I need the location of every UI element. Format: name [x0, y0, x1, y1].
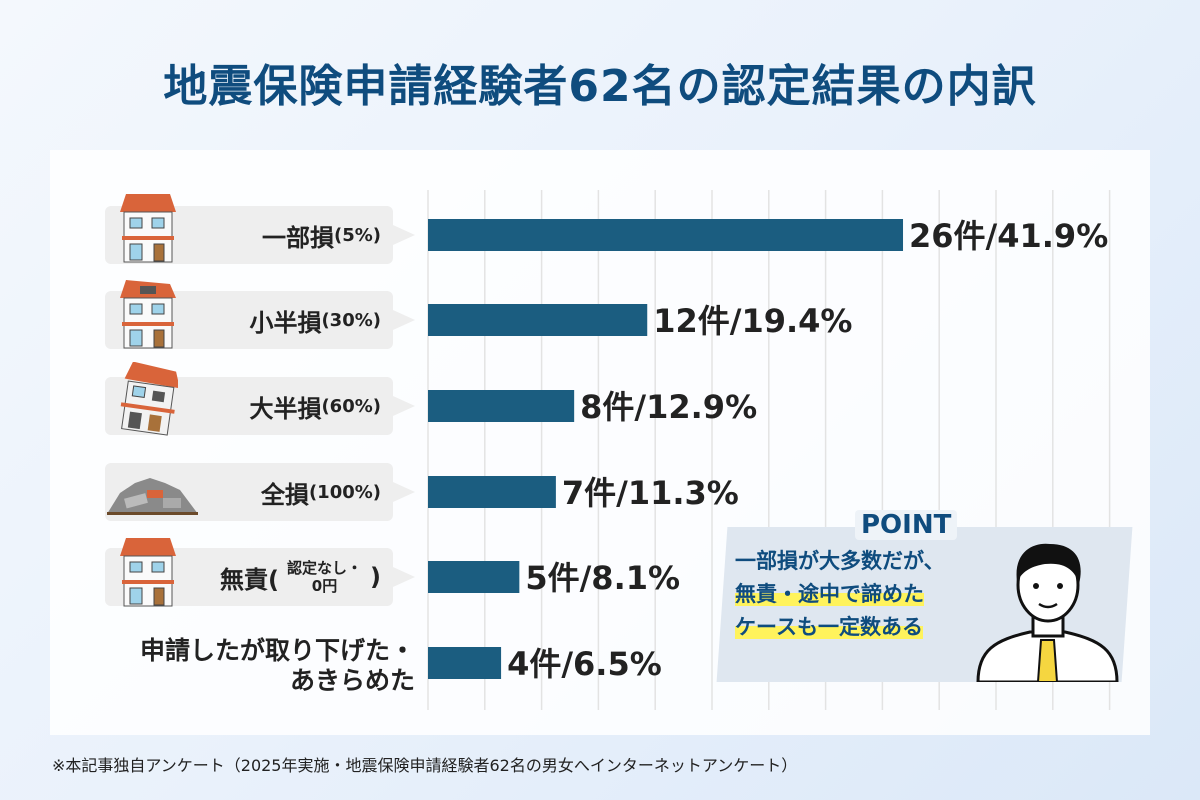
label-sub: (30%)	[321, 309, 381, 331]
label-main: 一部損	[261, 223, 334, 252]
data-label: 26件/41.9%	[909, 217, 1108, 255]
data-label: 5件/8.1%	[525, 559, 680, 597]
category-label-withdrawn: 申請したが取り下げた・ あきらめた	[60, 636, 415, 696]
house-intact-icon	[120, 538, 176, 607]
label-main: 小半損	[249, 308, 322, 337]
bar	[428, 647, 502, 679]
data-label: 8件/12.9%	[580, 388, 757, 426]
data-label: 7件/11.3%	[562, 474, 739, 512]
label-sub: (5%)	[333, 224, 381, 246]
label-main: 全損	[260, 480, 309, 509]
bar	[428, 219, 904, 251]
businessman-icon	[976, 543, 1119, 682]
bar	[428, 561, 520, 593]
point-line-3: ケースも一定数ある	[735, 615, 923, 639]
label-sub: (60%)	[321, 395, 381, 417]
point-title: POINT	[855, 510, 958, 540]
label-line-2: あきらめた	[289, 666, 415, 695]
data-label: 4件/6.5%	[507, 645, 662, 683]
bar	[428, 304, 648, 336]
data-label: 12件/19.4%	[653, 302, 852, 340]
label-line-1: 申請したが取り下げた・	[139, 636, 415, 665]
page-title: 地震保険申請経験者62名の認定結果の内訳	[163, 61, 1037, 112]
house-partial-damage-icon	[120, 194, 176, 263]
label-main: 無責(	[220, 565, 280, 594]
house-small-half-damage-icon	[120, 280, 176, 349]
bar	[428, 476, 556, 508]
label-main: 大半損	[249, 394, 322, 423]
label-sub-1: 認定なし・	[287, 559, 363, 577]
label-sub: 認定なし・ 0円	[287, 559, 362, 595]
point-text: 一部損が大多数だが、 無責・途中で諦めた ケースも一定数ある	[735, 545, 945, 644]
footnote: ※本記事独自アンケート（2025年実施・地震保険申請経験者62名の男女へインター…	[52, 756, 798, 775]
point-line-2: 無責・途中で諦めた	[735, 582, 924, 606]
house-large-half-damage-icon	[120, 362, 178, 436]
rubble-total-loss-icon	[107, 478, 198, 515]
label-sub-2: 0円	[311, 577, 338, 595]
label-sub: (100%)	[308, 481, 381, 503]
bar	[428, 390, 575, 422]
point-line-1: 一部損が大多数だが、	[735, 549, 945, 573]
label-close: )	[370, 563, 381, 591]
